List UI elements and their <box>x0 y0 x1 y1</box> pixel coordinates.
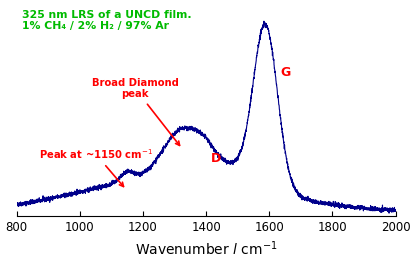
Text: G: G <box>280 66 291 79</box>
X-axis label: Wavenumber $\mathit{l}$ cm$^{-1}$: Wavenumber $\mathit{l}$ cm$^{-1}$ <box>135 240 277 258</box>
Text: D: D <box>211 152 221 165</box>
Text: Broad Diamond
peak: Broad Diamond peak <box>92 78 180 145</box>
Text: Peak at ~1150 cm$^{-1}$: Peak at ~1150 cm$^{-1}$ <box>39 147 153 187</box>
Text: 325 nm LRS of a UNCD film.
1% CH₄ / 2% H₂ / 97% Ar: 325 nm LRS of a UNCD film. 1% CH₄ / 2% H… <box>22 10 192 31</box>
